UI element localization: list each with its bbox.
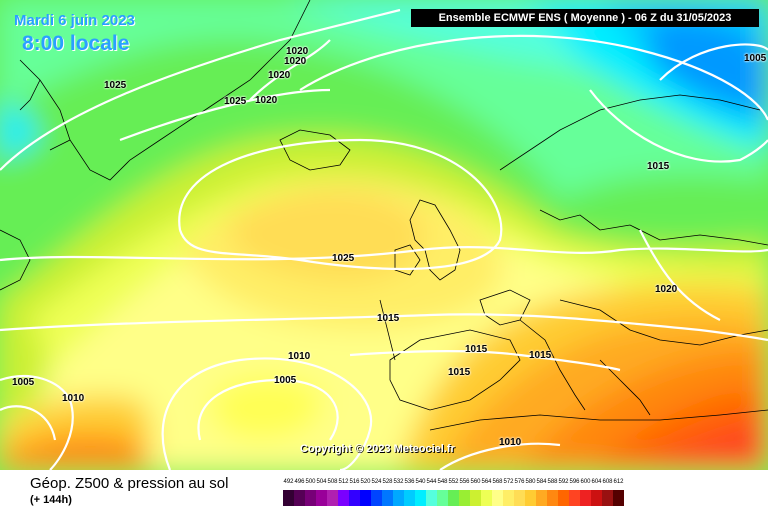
color-scale-swatch [558, 490, 569, 506]
color-scale-swatch [426, 490, 437, 506]
color-scale-swatch [338, 490, 349, 506]
isobar-label: 1005 [274, 375, 297, 386]
color-scale-label: 520 [360, 479, 371, 485]
color-scale-swatch [492, 490, 503, 506]
isobar-label: 1025 [224, 96, 247, 107]
color-scale-label: 564 [481, 479, 492, 485]
isobar-label: 1010 [288, 351, 311, 362]
color-scale-label: 560 [470, 479, 481, 485]
color-scale-swatch [283, 490, 294, 506]
color-scale-swatch [503, 490, 514, 506]
isobar-label: 1025 [332, 253, 355, 264]
color-scale-label: 544 [426, 479, 437, 485]
isobars [0, 8, 768, 470]
color-scale-label: 608 [602, 479, 613, 485]
color-scale-swatch [547, 490, 558, 506]
color-scale-label: 500 [305, 479, 316, 485]
color-scale-swatch [580, 490, 591, 506]
isobar-label: 1005 [12, 377, 35, 388]
color-scale-swatch [371, 490, 382, 506]
color-scale-label: 528 [382, 479, 393, 485]
color-scale-swatch [613, 490, 624, 506]
color-scale-label: 592 [558, 479, 569, 485]
color-scale-swatch [415, 490, 426, 506]
color-scale-label: 596 [569, 479, 580, 485]
model-run-banner: Ensemble ECMWF ENS ( Moyenne ) - 06 Z du… [411, 9, 759, 27]
color-scale-swatch [514, 490, 525, 506]
forecast-date: Mardi 6 juin 2023 [14, 12, 135, 29]
isobar-label: 1020 [655, 284, 678, 295]
color-scale-label: 572 [503, 479, 514, 485]
color-scale-bar [283, 490, 745, 506]
color-scale-label: 604 [591, 479, 602, 485]
color-scale-label: 512 [338, 479, 349, 485]
geopotential-field [0, 0, 768, 470]
color-scale-swatch [569, 490, 580, 506]
color-scale-label: 492 [283, 479, 294, 485]
map-title: Géop. Z500 & pression au sol [30, 475, 229, 492]
isobar-label: 1015 [448, 367, 471, 378]
color-scale-swatch [591, 490, 602, 506]
color-scale-swatch [481, 490, 492, 506]
color-scale-label: 588 [547, 479, 558, 485]
color-scale-label: 576 [514, 479, 525, 485]
color-scale-swatch [393, 490, 404, 506]
color-scale-label: 508 [327, 479, 338, 485]
color-scale-swatch [437, 490, 448, 506]
color-scale-label: 584 [536, 479, 547, 485]
color-scale-swatch [602, 490, 613, 506]
isobar-label: 1005 [744, 53, 767, 64]
color-scale-swatch [327, 490, 338, 506]
color-scale-label: 600 [580, 479, 591, 485]
color-scale-swatch [536, 490, 547, 506]
color-scale-swatch [316, 490, 327, 506]
isobar-label: 1020 [255, 95, 278, 106]
color-scale-swatch [349, 490, 360, 506]
forecast-local-time: 8:00 locale [22, 32, 130, 55]
isobar-label: 1020 [286, 46, 309, 57]
color-scale-label: 552 [448, 479, 459, 485]
color-scale-swatch [294, 490, 305, 506]
isobar-label: 1020 [268, 70, 291, 81]
isobar-label: 1015 [647, 161, 670, 172]
isobar-label: 1025 [104, 80, 127, 91]
color-scale-label: 532 [393, 479, 404, 485]
color-scale-swatch [448, 490, 459, 506]
color-scale-swatch [459, 490, 470, 506]
weather-map [0, 0, 768, 470]
color-scale-label: 556 [459, 479, 470, 485]
color-scale-swatch [305, 490, 316, 506]
isobar-label: 1015 [377, 313, 400, 324]
isobar-label: 1015 [465, 344, 488, 355]
color-scale-swatch [382, 490, 393, 506]
color-scale-swatch [360, 490, 371, 506]
color-scale-label: 580 [525, 479, 536, 485]
color-scale-labels: 492 496 500 504 508 512 516 520 524 528 532 536 540 5… [283, 479, 745, 489]
color-scale-label: 540 [415, 479, 426, 485]
copyright-notice: Copyright © 2023 Meteociel.fr [300, 443, 455, 455]
color-scale-label: 612 [613, 479, 624, 485]
color-scale-swatch [470, 490, 481, 506]
color-scale-label: 504 [316, 479, 327, 485]
color-scale-label: 568 [492, 479, 503, 485]
color-scale-label: 524 [371, 479, 382, 485]
color-scale-label: 548 [437, 479, 448, 485]
isobar-label: 1010 [499, 437, 522, 448]
isobar-label: 1020 [284, 56, 307, 67]
forecast-lead-time: (+ 144h) [30, 494, 72, 506]
color-scale-label: 536 [404, 479, 415, 485]
color-scale-swatch [525, 490, 536, 506]
color-scale-label: 516 [349, 479, 360, 485]
color-scale-label: 496 [294, 479, 305, 485]
isobar-label: 1010 [62, 393, 85, 404]
isobar-label: 1015 [529, 350, 552, 361]
color-scale-swatch [404, 490, 415, 506]
color-scale: 492 496 500 504 508 512 516 520 524 528 532 536 540 5… [283, 479, 745, 509]
